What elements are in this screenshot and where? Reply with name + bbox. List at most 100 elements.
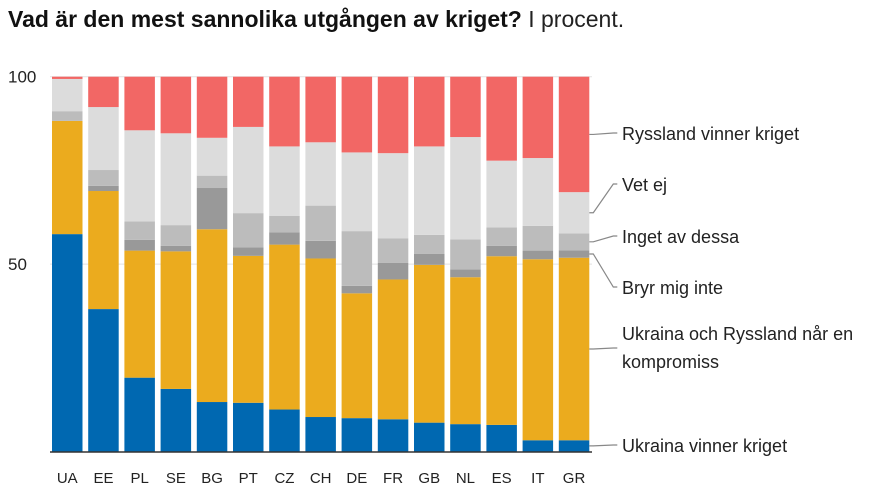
bar-segment-de-2 [341,285,373,294]
legend-leader-line [589,444,618,447]
x-tick-label: NL [456,470,475,487]
bar-segment-bg-2 [196,188,228,230]
bar-segment-ee-2 [88,185,119,192]
bar-segment-gr-4 [558,192,590,234]
bar-segment-nl-5 [450,76,481,138]
bar-segment-gr-2 [558,250,590,258]
bar-segment-es-0 [486,424,517,452]
legend-label: Ryssland vinner kriget [622,124,799,144]
bar-segment-gb-1 [414,264,445,423]
bar-segment-ch-3 [305,205,336,241]
bar-segment-pt-2 [233,247,264,256]
x-tick-label: PT [239,470,258,487]
bar-segment-ch-4 [305,142,336,206]
bar-segment-se-3 [160,225,192,246]
x-tick-label: UA [57,470,78,487]
bar-segment-nl-1 [450,277,481,425]
bar-segment-fr-2 [377,262,409,280]
bar-segment-fr-3 [377,238,409,263]
bar-segment-se-2 [160,245,192,252]
bar-segment-it-2 [522,250,554,260]
bar-segment-gr-1 [558,257,590,441]
chart-title-main: Vad är den mest sannolika utgången av kr… [8,6,522,32]
bar-segment-se-4 [160,133,192,226]
bar-segment-ua-0 [52,234,83,452]
x-tick-label: EE [93,470,113,487]
y-tick-label: 50 [8,255,27,274]
x-tick-label: FR [383,470,403,487]
bar-segment-gr-5 [558,76,590,193]
x-tick-label: GR [563,470,586,487]
bar-segment-it-3 [522,225,554,251]
legend-label: Ukraina vinner kriget [622,436,787,456]
bar-segment-ee-3 [88,170,119,186]
bar-segment-de-5 [341,76,373,153]
bar-segment-gr-3 [558,233,590,251]
chart-subtitle: I procent. [528,6,625,32]
bar-segment-es-5 [486,76,517,161]
bar-segment-bg-1 [196,229,228,403]
bar-segment-ee-0 [88,309,119,452]
bar-segment-cz-2 [269,232,300,245]
bar-segment-de-0 [341,418,373,452]
bar-segment-gb-5 [414,76,445,147]
bar-segment-ch-2 [305,240,336,259]
bar-segment-fr-5 [377,76,409,154]
bar-segment-gb-4 [414,146,445,235]
x-tick-label: PL [130,470,148,487]
bar-segment-pt-5 [233,76,264,127]
x-tick-label: CZ [274,470,294,487]
x-tick-label: GB [418,470,440,487]
bar-segment-pl-4 [124,130,155,222]
bar-segment-ch-0 [305,417,336,452]
bar-segment-ua-4 [52,78,83,112]
bar-segment-bg-0 [196,402,228,452]
legend-label: Ukraina och Ryssland når en [622,324,853,344]
bar-segment-ch-1 [305,258,336,418]
bar-segment-nl-4 [450,137,481,240]
bar-segment-gb-3 [414,234,445,254]
bar-segment-it-4 [522,158,554,226]
bar-segment-it-5 [522,76,554,159]
legend-label: Bryr mig inte [622,278,723,298]
bar-segment-pl-1 [124,250,155,378]
bar-segment-ua-5 [52,76,83,79]
bar-segment-cz-1 [269,244,300,410]
legend-label: kompromiss [622,352,719,372]
chart-title: Vad är den mest sannolika utgången av kr… [8,6,624,33]
x-tick-label: BG [201,470,223,487]
bar-segment-it-1 [522,259,554,441]
x-tick-label: SE [166,470,186,487]
bar-segment-pt-4 [233,126,264,214]
bar-segment-es-2 [486,245,517,257]
bar-segment-ua-3 [52,111,83,121]
legend-leader-line [589,183,618,214]
bar-segment-fr-4 [377,153,409,239]
bar-segment-ee-4 [88,107,119,171]
bar-segment-de-4 [341,152,373,232]
bar-segment-fr-1 [377,279,409,420]
bar-segment-se-0 [160,388,192,452]
legend-leader-line [589,347,618,350]
bar-segment-bg-5 [196,76,228,138]
bar-segment-it-0 [522,440,554,452]
bar-segment-cz-0 [269,409,300,452]
bar-segment-pt-0 [233,402,264,452]
bar-segment-de-3 [341,231,373,286]
x-tick-label: DE [346,470,367,487]
bar-segment-gb-0 [414,422,445,452]
bar-segment-fr-0 [377,419,409,452]
bar-segment-pl-2 [124,239,155,251]
bar-segment-nl-2 [450,269,481,278]
bar-segment-ch-5 [305,76,336,143]
bar-segment-nl-0 [450,424,481,452]
bar-segment-gb-2 [414,253,445,265]
bar-segment-es-1 [486,256,517,425]
bar-segment-es-3 [486,227,517,246]
bar-segment-es-4 [486,160,517,228]
bar-segment-ua-1 [52,120,83,235]
bar-segment-pt-1 [233,255,264,403]
bar-segment-nl-3 [450,239,481,270]
legend-label: Vet ej [622,175,667,195]
